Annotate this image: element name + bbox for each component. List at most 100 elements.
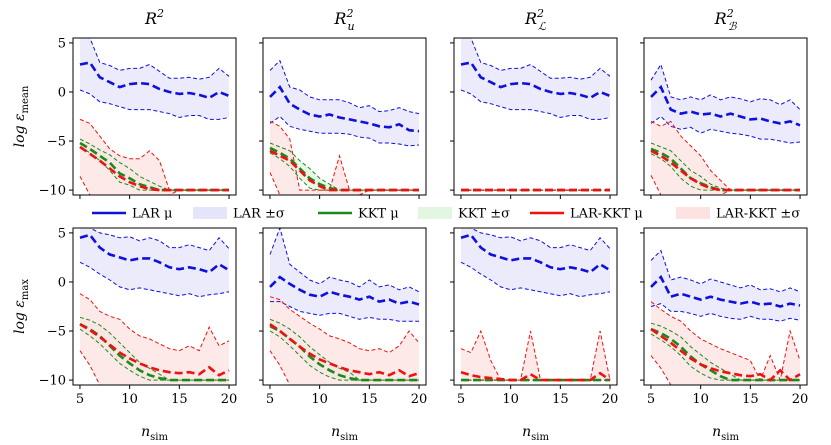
lar-band-lo-edge xyxy=(270,301,419,322)
x-tick-label: 10 xyxy=(502,392,519,407)
x-tick-label: 20 xyxy=(221,392,238,407)
lar-band-lo-edge xyxy=(460,89,611,120)
legend-swatch-kkt-band xyxy=(418,207,452,219)
lar-band xyxy=(270,228,419,322)
kkt-band xyxy=(270,143,419,191)
legend-label: LAR ±σ xyxy=(233,207,285,222)
lar-band xyxy=(461,38,610,120)
kkt-band-lo-edge xyxy=(79,328,229,381)
panel-frame xyxy=(72,227,237,386)
panel-r0-c2 xyxy=(450,37,618,199)
x-axis-label: nsim xyxy=(712,424,739,443)
column-title: R2 xyxy=(144,7,164,28)
larkkt-band-hi-edge xyxy=(79,118,229,191)
panel-r0-c0: 5 0 −5 −10 xyxy=(39,36,237,199)
y-tick-label: −5 xyxy=(47,325,66,340)
lar-band-lo-edge xyxy=(269,115,420,147)
x-tick-label: 10 xyxy=(311,392,328,407)
lar-band-hi-edge xyxy=(269,59,420,115)
lar-band-lo-edge xyxy=(460,261,611,298)
panel-frame xyxy=(262,37,427,196)
larkkt-mean-line xyxy=(460,370,611,382)
panel-r1-c1: 5 10 15 20 xyxy=(259,227,427,407)
panel-r1-c2: 5 10 15 20 xyxy=(450,227,619,407)
lar-band-hi-edge xyxy=(80,228,230,252)
x-axis-label: nsim xyxy=(141,424,168,443)
larkkt-mean-line xyxy=(79,145,229,192)
lar-band xyxy=(80,228,229,297)
x-tick-label: 5 xyxy=(266,392,274,407)
legend-label: KKT μ xyxy=(358,207,399,222)
x-tick-label: 15 xyxy=(361,392,378,407)
lar-band xyxy=(461,228,610,297)
kkt-band-hi-edge xyxy=(269,318,419,381)
legend-swatch-larkkt-band xyxy=(676,207,710,219)
legend-label: KKT ±σ xyxy=(458,207,510,222)
y-tick-label: −10 xyxy=(39,374,66,389)
larkkt-mean-line xyxy=(269,149,419,192)
lar-mean-line xyxy=(650,84,801,127)
panel-frame xyxy=(453,37,618,196)
panel-r1-c3: 5 10 15 20 xyxy=(640,227,808,407)
y-tick-label: 5 xyxy=(58,226,66,241)
legend: LAR μ LAR ±σ KKT μ KKT ±σ LAR-KKT μ LAR-KKT ±… xyxy=(92,207,800,222)
lar-band xyxy=(270,60,419,146)
panel-r0-c1 xyxy=(259,37,427,199)
larkkt-mean-line xyxy=(79,323,230,377)
panel-r0-c3 xyxy=(640,37,808,199)
panel-frame xyxy=(72,37,237,196)
larkkt-mean-line xyxy=(650,149,800,192)
x-tick-label: 15 xyxy=(171,392,188,407)
lar-band-hi-edge xyxy=(650,63,801,110)
panel-frame xyxy=(643,37,808,196)
y-tick-label: 0 xyxy=(58,85,66,100)
x-axis-label: nsim xyxy=(331,424,358,443)
y-tick-label: −10 xyxy=(39,184,66,199)
row-ylabel: log εmax xyxy=(12,279,31,334)
y-tick-label: −5 xyxy=(47,135,66,150)
larkkt-band xyxy=(80,293,229,385)
lar-mean-line xyxy=(79,61,230,100)
lar-mean-line xyxy=(650,274,801,308)
lar-mean-line xyxy=(269,85,420,133)
column-title: R2 ℬ xyxy=(714,7,738,33)
kkt-band-lo-edge xyxy=(650,333,800,381)
row-ylabel: log εmean xyxy=(12,85,31,147)
lar-band-hi-edge xyxy=(80,38,230,80)
lar-band-hi-edge xyxy=(269,228,420,293)
panel-frame xyxy=(453,227,618,386)
lar-band xyxy=(80,38,229,120)
panel-frame xyxy=(262,227,427,386)
kkt-band-hi-edge xyxy=(79,316,229,381)
kkt-band-hi-edge xyxy=(650,322,800,381)
larkkt-band-hi-edge xyxy=(79,293,230,352)
lar-mean-line xyxy=(460,61,611,100)
lar-mean-line xyxy=(269,275,420,306)
x-tick-label: 15 xyxy=(742,392,759,407)
panel-r1-c0: 5 0 −5 −10 5 10 15 20 xyxy=(39,226,238,407)
column-title: R2 u xyxy=(333,7,354,33)
legend-label: LAR μ xyxy=(132,207,172,222)
larkkt-band-hi-edge xyxy=(460,329,611,381)
larkkt-mean-line xyxy=(650,328,801,382)
lar-mean-line xyxy=(79,233,230,274)
larkkt-band-hi-edge xyxy=(269,296,420,354)
lar-band-lo-edge xyxy=(650,303,801,322)
legend-label: LAR-KKT ±σ xyxy=(716,207,800,222)
panel-frame xyxy=(643,227,808,386)
larkkt-band xyxy=(651,121,800,195)
lar-band xyxy=(651,64,800,143)
larkkt-band xyxy=(270,121,419,195)
x-tick-label: 10 xyxy=(121,392,138,407)
kkt-band-lo-edge xyxy=(269,330,419,381)
column-title: R2 ℒ xyxy=(524,7,547,33)
larkkt-mean-line xyxy=(269,323,420,378)
legend-swatch-lar-band xyxy=(193,207,227,219)
x-tick-label: 20 xyxy=(602,392,619,407)
y-tick-label: 5 xyxy=(58,36,66,51)
x-tick-label: 5 xyxy=(76,392,84,407)
lar-band-lo-edge xyxy=(79,89,230,120)
lar-band xyxy=(651,250,800,322)
lar-band-hi-edge xyxy=(461,38,611,80)
